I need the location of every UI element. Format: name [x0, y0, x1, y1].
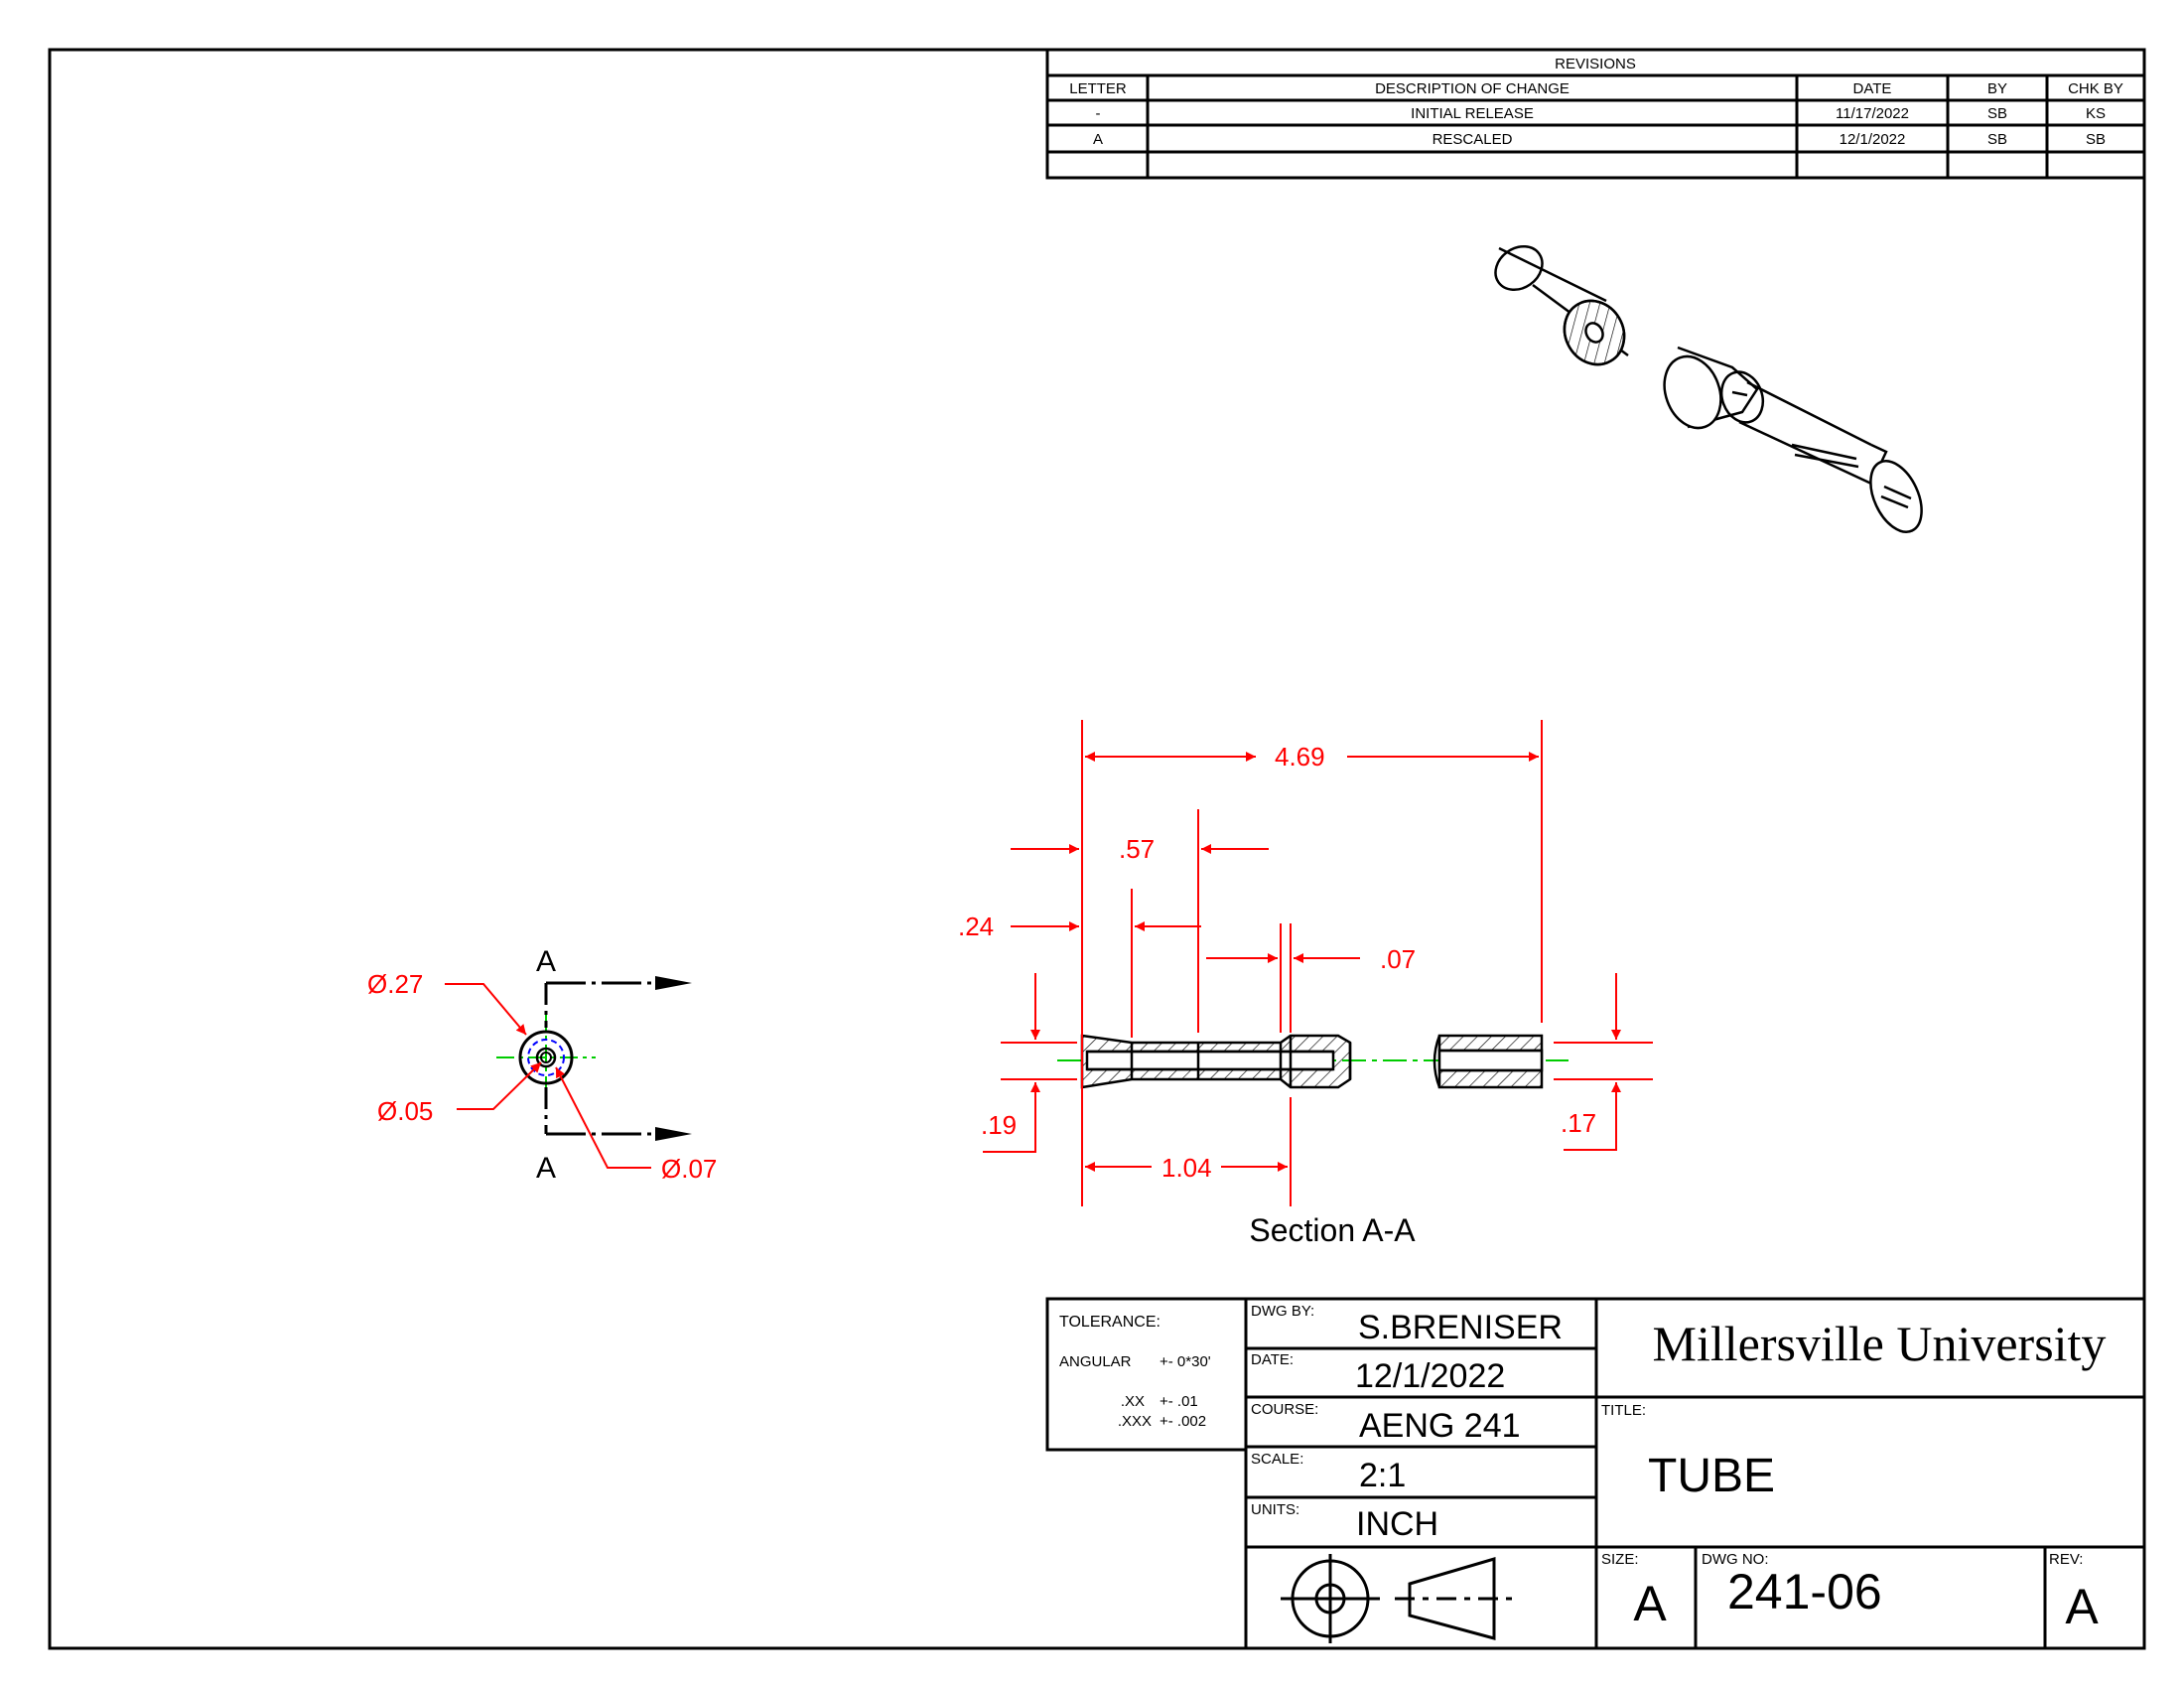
rev-row-2-description: RESCALED — [1433, 131, 1513, 148]
dwg-no-label: DWG NO: — [1702, 1551, 1769, 1568]
scale-value: 2:1 — [1359, 1457, 1406, 1494]
dim-07: .07 — [1380, 944, 1416, 974]
front-bore-circle — [540, 1052, 552, 1063]
iso-sleeve — [1494, 244, 1629, 366]
section-collet — [1080, 1034, 1352, 1089]
drawing-title: TUBE — [1648, 1450, 1775, 1502]
section-label-bottom: A — [536, 1152, 556, 1185]
front-hidden-circle — [527, 1039, 565, 1076]
date-value: 12/1/2022 — [1355, 1357, 1505, 1395]
front-inner-circle — [535, 1047, 557, 1068]
rev-row-2-chk-by: SB — [2086, 131, 2106, 148]
date-label: DATE: — [1251, 1351, 1294, 1368]
section-view: 4.69 .57 .24 .07 .19 1.04 .17 Section A-… — [958, 720, 1653, 1248]
dim-57: .57 — [1119, 834, 1155, 864]
section-dimensions — [983, 720, 1653, 1206]
tolerance-label: TOLERANCE: — [1059, 1314, 1160, 1331]
xx-value: +- .01 — [1160, 1393, 1198, 1410]
sheet-border — [48, 48, 2146, 1650]
title-label: TITLE: — [1601, 1402, 1646, 1419]
scale-label: SCALE: — [1251, 1451, 1303, 1468]
rev-header-date: DATE — [1853, 80, 1892, 97]
projection-symbol-icon — [1281, 1554, 1519, 1643]
dwg-by-label: DWG BY: — [1251, 1303, 1314, 1320]
revisions-title: REVISIONS — [1555, 56, 1636, 72]
revisions-table — [1045, 48, 2146, 180]
dwg-by-value: S.BRENISER — [1358, 1309, 1563, 1346]
rev-label: REV: — [2049, 1551, 2083, 1568]
rev-row-2-by: SB — [1987, 131, 2007, 148]
dim-19: .19 — [981, 1110, 1017, 1140]
title-block — [1045, 1297, 2146, 1650]
rev-header-letter: LETTER — [1069, 80, 1127, 97]
units-label: UNITS: — [1251, 1501, 1299, 1518]
rev-row-2-date: 12/1/2022 — [1840, 131, 1906, 148]
front-outer-circle — [518, 1030, 574, 1085]
size-label: SIZE: — [1601, 1551, 1639, 1568]
dim-mid-diameter: Ø.07 — [661, 1154, 717, 1184]
section-sleeve — [1433, 1034, 1544, 1089]
front-dimensions — [445, 983, 651, 1169]
dim-104: 1.04 — [1161, 1153, 1212, 1183]
rev-row-2-letter: A — [1093, 131, 1103, 148]
university-name: Millersville University — [1653, 1316, 2107, 1371]
isometric-view — [1494, 244, 1923, 533]
xxx-value: +- .002 — [1160, 1413, 1206, 1430]
units-value: INCH — [1356, 1505, 1438, 1543]
xx-label: .XX — [1121, 1393, 1145, 1410]
rev-value: A — [2065, 1579, 2099, 1634]
dim-inner-diameter: Ø.05 — [377, 1096, 433, 1126]
rev-header-by: BY — [1987, 80, 2007, 97]
rev-row-1-date: 11/17/2022 — [1836, 105, 1909, 122]
course-label: COURSE: — [1251, 1401, 1318, 1418]
front-view: A A Ø.27 Ø.05 Ø.07 — [367, 945, 717, 1185]
angular-value: +- 0*30' — [1160, 1353, 1211, 1370]
section-caption: Section A-A — [1249, 1212, 1416, 1248]
iso-tube — [1663, 346, 1923, 533]
section-label-top: A — [536, 945, 556, 978]
angular-label: ANGULAR — [1059, 1353, 1132, 1370]
cutting-plane-arrow-top — [655, 976, 692, 990]
rev-header-chk-by: CHK BY — [2068, 80, 2123, 97]
rev-row-1-description: INITIAL RELEASE — [1411, 105, 1534, 122]
rev-row-1-by: SB — [1987, 105, 2007, 122]
cutting-plane-arrow-bottom — [655, 1127, 692, 1141]
rev-header-description: DESCRIPTION OF CHANGE — [1375, 80, 1570, 97]
cutting-plane — [544, 981, 665, 1136]
dim-outer-diameter: Ø.27 — [367, 969, 423, 999]
size-value: A — [1633, 1576, 1667, 1631]
course-value: AENG 241 — [1359, 1407, 1521, 1445]
rev-row-1-chk-by: KS — [2086, 105, 2106, 122]
xxx-label: .XXX — [1118, 1413, 1152, 1430]
dim-17: .17 — [1561, 1108, 1596, 1138]
dwg-no-value: 241-06 — [1727, 1564, 1882, 1619]
dim-overall-length: 4.69 — [1275, 742, 1325, 772]
rev-row-1-letter: - — [1096, 105, 1101, 122]
dim-24: .24 — [958, 912, 994, 941]
